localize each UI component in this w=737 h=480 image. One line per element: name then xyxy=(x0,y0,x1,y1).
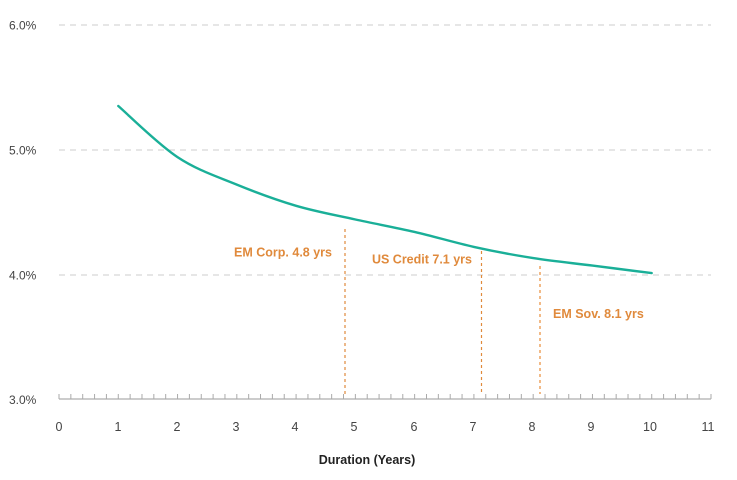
y-tick-label: 4.0% xyxy=(9,269,37,283)
x-tick-label: 9 xyxy=(588,420,595,434)
x-tick-labels: 0 1 2 3 4 5 6 7 8 9 10 11 xyxy=(56,420,715,434)
yield-curve-line xyxy=(117,104,653,275)
us-credit-label: US Credit 7.1 yrs xyxy=(372,253,472,267)
x-axis: 0 1 2 3 4 5 6 7 8 9 10 11 Duration (Year… xyxy=(56,394,715,467)
x-tick-label: 0 xyxy=(56,420,63,434)
y-tick-label: 6.0% xyxy=(9,19,37,33)
y-tick-label: 3.0% xyxy=(9,393,37,407)
x-tick-label: 5 xyxy=(351,420,358,434)
x-tick-label: 2 xyxy=(174,420,181,434)
em-corp-label: EM Corp. 4.8 yrs xyxy=(234,246,332,260)
y-tick-label: 5.0% xyxy=(9,144,37,158)
x-axis-minor-ticks xyxy=(58,394,712,399)
em-sov-label: EM Sov. 8.1 yrs xyxy=(553,307,644,321)
y-axis: 6.0% 5.0% 4.0% 3.0% xyxy=(9,19,37,408)
x-axis-title: Duration (Years) xyxy=(319,453,416,467)
gridlines xyxy=(59,24,711,276)
x-tick-label: 3 xyxy=(233,420,240,434)
annotation-labels: EM Corp. 4.8 yrs US Credit 7.1 yrs EM So… xyxy=(234,246,644,322)
x-tick-label: 1 xyxy=(115,420,122,434)
x-tick-label: 8 xyxy=(529,420,536,434)
x-tick-label: 11 xyxy=(702,420,715,434)
x-tick-label: 10 xyxy=(643,420,657,434)
x-tick-label: 4 xyxy=(292,420,299,434)
x-tick-label: 7 xyxy=(470,420,477,434)
x-tick-label: 6 xyxy=(411,420,418,434)
